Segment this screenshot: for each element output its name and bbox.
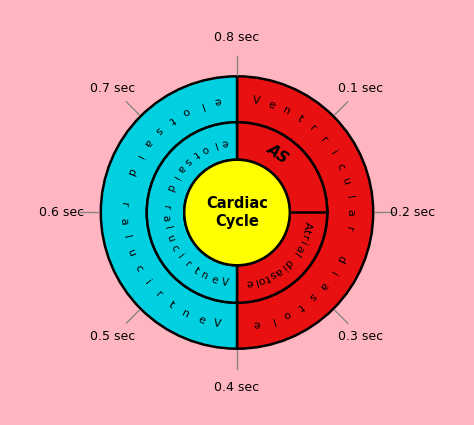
Text: a: a — [293, 243, 305, 254]
Text: l: l — [198, 100, 204, 111]
Text: r: r — [299, 233, 310, 241]
Text: d: d — [282, 257, 293, 269]
Text: i: i — [176, 252, 185, 261]
Text: o: o — [200, 143, 210, 155]
Text: AS: AS — [264, 141, 292, 167]
Text: e: e — [267, 99, 277, 110]
Text: e: e — [253, 318, 261, 329]
Wedge shape — [147, 122, 237, 303]
Text: 0.6 sec: 0.6 sec — [39, 206, 84, 219]
Text: a: a — [345, 209, 355, 216]
Text: 0.2 sec: 0.2 sec — [390, 206, 435, 219]
Text: s: s — [182, 155, 193, 166]
Text: c: c — [169, 243, 181, 252]
Text: 0.7 sec: 0.7 sec — [91, 82, 136, 95]
Text: i: i — [170, 173, 180, 181]
Text: e: e — [245, 278, 254, 289]
Text: e: e — [210, 275, 219, 286]
Text: a: a — [273, 265, 284, 277]
Text: e: e — [220, 136, 228, 147]
Text: r: r — [119, 201, 129, 207]
Text: o: o — [256, 274, 266, 286]
Text: o: o — [181, 105, 191, 117]
Text: a: a — [174, 163, 186, 174]
Text: 0.4 sec: 0.4 sec — [214, 381, 260, 394]
Text: l: l — [269, 315, 275, 326]
Text: d: d — [164, 182, 176, 192]
Text: i: i — [328, 269, 338, 277]
Text: r: r — [319, 135, 329, 144]
Circle shape — [184, 160, 290, 265]
Text: s: s — [153, 125, 164, 136]
Text: r: r — [308, 123, 318, 133]
Text: o: o — [282, 308, 292, 320]
Text: t: t — [296, 113, 305, 124]
Text: s: s — [307, 291, 318, 302]
Wedge shape — [101, 76, 237, 348]
Text: l: l — [211, 139, 218, 150]
Text: u: u — [126, 248, 137, 258]
Text: e: e — [213, 96, 221, 107]
Text: l: l — [162, 226, 173, 231]
Text: c: c — [335, 162, 346, 171]
Text: t: t — [191, 266, 201, 276]
Text: i: i — [297, 239, 307, 246]
Text: l: l — [121, 235, 132, 240]
Text: Cardiac
Cycle: Cardiac Cycle — [206, 196, 268, 229]
Text: a: a — [318, 279, 330, 291]
Text: A: A — [302, 220, 313, 230]
Text: t: t — [301, 228, 311, 235]
Text: 0.3 sec: 0.3 sec — [338, 330, 383, 343]
Text: i: i — [328, 148, 338, 156]
Text: e: e — [196, 314, 206, 326]
Text: n: n — [181, 307, 191, 320]
Text: r: r — [161, 205, 171, 210]
Text: r: r — [182, 259, 192, 269]
Text: t: t — [263, 272, 271, 283]
Text: s: s — [268, 269, 278, 280]
Text: i: i — [279, 263, 287, 272]
Text: V: V — [213, 318, 222, 329]
Text: V: V — [252, 96, 261, 107]
Text: u: u — [340, 176, 352, 186]
Text: i: i — [133, 153, 144, 161]
Text: d: d — [335, 253, 346, 264]
Text: l: l — [291, 249, 301, 258]
Text: 0.8 sec: 0.8 sec — [214, 31, 260, 44]
Text: t: t — [167, 300, 176, 310]
Text: 0.1 sec: 0.1 sec — [338, 82, 383, 95]
Text: t: t — [296, 301, 305, 312]
Text: a: a — [119, 217, 129, 224]
Text: r: r — [154, 289, 164, 300]
Text: a: a — [161, 214, 171, 221]
Text: l: l — [344, 195, 354, 199]
Text: l: l — [253, 276, 258, 287]
Text: 0.5 sec: 0.5 sec — [91, 330, 136, 343]
Text: t: t — [167, 115, 176, 125]
Text: c: c — [133, 263, 144, 273]
Wedge shape — [237, 76, 373, 348]
Text: u: u — [164, 233, 176, 243]
Text: n: n — [281, 105, 292, 117]
Text: a: a — [142, 137, 154, 149]
Text: V: V — [220, 278, 229, 289]
Text: n: n — [200, 270, 210, 282]
Text: i: i — [143, 278, 153, 286]
Text: d: d — [126, 167, 137, 177]
Text: t: t — [191, 149, 201, 159]
Wedge shape — [237, 122, 327, 303]
Text: r: r — [344, 225, 355, 231]
